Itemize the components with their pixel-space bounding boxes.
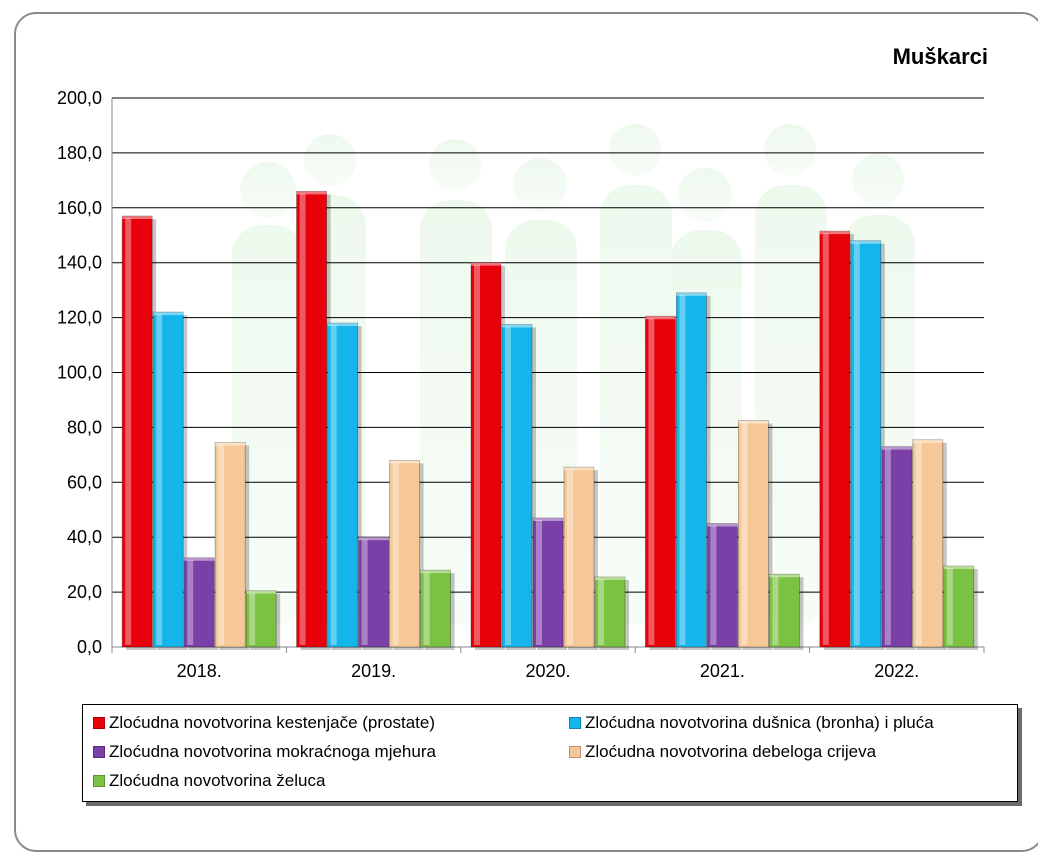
legend-label-bladder: Zloćudna novotvorina mokraćnoga mjehura — [109, 742, 436, 761]
bar — [420, 569, 455, 650]
bar — [881, 446, 916, 650]
y-tick-label: 60,0 — [67, 472, 102, 492]
y-tick-label: 140,0 — [57, 253, 102, 273]
bar — [183, 557, 219, 650]
bar-chart: 0,0 20,0 40,0 60,0 80,0 100,0 120,0 140,0 160,0 1… — [57, 88, 985, 681]
bar — [594, 576, 629, 650]
legend-label-colon: Zloćudna novotvorina debeloga crijeva — [585, 742, 877, 761]
legend-item-stomach: Zloćudna novotvorina želuca — [93, 771, 325, 791]
bar — [501, 324, 536, 650]
bar — [245, 590, 281, 650]
bar — [738, 420, 773, 650]
bar — [327, 322, 362, 650]
bar — [358, 536, 393, 650]
legend-item-prostate: Zloćudna novotvorina kestenjače (prostat… — [93, 713, 435, 733]
chart-title: Muškarci — [892, 44, 988, 69]
bar — [819, 230, 854, 650]
bar — [645, 315, 680, 650]
y-tick-label: 100,0 — [57, 363, 102, 383]
bar — [389, 459, 424, 650]
x-tick-label: 2018. — [177, 661, 222, 681]
axes — [111, 98, 985, 653]
legend-label-lung: Zloćudna novotvorina dušnica (bronha) i … — [585, 713, 934, 732]
x-tick-label: 2021. — [700, 661, 745, 681]
x-tick-label: 2022. — [874, 661, 919, 681]
legend-swatch-prostate — [93, 717, 105, 729]
legend-item-bladder: Zloćudna novotvorina mokraćnoga mjehura — [93, 742, 436, 762]
legend: Zloćudna novotvorina kestenjače (prostat… — [82, 704, 1018, 802]
bar — [296, 190, 331, 650]
bar — [676, 292, 711, 650]
y-tick-label: 20,0 — [67, 582, 102, 602]
x-tick-label: 2020. — [525, 661, 570, 681]
y-tick-label: 80,0 — [67, 417, 102, 437]
bars — [121, 190, 978, 651]
bar — [707, 523, 742, 650]
y-tick-label: 160,0 — [57, 198, 102, 218]
bar — [943, 565, 978, 650]
x-tick-labels: 2018. 2019. 2020. 2021. 2022. — [177, 661, 920, 681]
legend-item-lung: Zloćudna novotvorina dušnica (bronha) i … — [569, 713, 934, 733]
legend-swatch-colon — [569, 746, 581, 758]
y-tick-label: 200,0 — [57, 88, 102, 108]
legend-swatch-lung — [569, 717, 581, 729]
bar — [152, 311, 188, 650]
legend-item-colon: Zloćudna novotvorina debeloga crijeva — [569, 742, 876, 762]
bar — [769, 573, 804, 650]
y-tick-label: 0,0 — [77, 637, 102, 657]
x-tick-label: 2019. — [351, 661, 396, 681]
legend-swatch-stomach — [93, 775, 105, 787]
bar — [912, 439, 947, 650]
legend-label-stomach: Zloćudna novotvorina želuca — [109, 771, 326, 790]
bar — [563, 466, 598, 650]
legend-label-prostate: Zloćudna novotvorina kestenjače (prostat… — [109, 713, 436, 732]
bar — [214, 442, 250, 650]
bar — [121, 215, 157, 650]
bar — [532, 517, 567, 650]
legend-swatch-bladder — [93, 746, 105, 758]
bar — [850, 240, 885, 651]
y-tick-label: 40,0 — [67, 527, 102, 547]
y-tick-label: 120,0 — [57, 308, 102, 328]
y-tick-labels: 0,0 20,0 40,0 60,0 80,0 100,0 120,0 140,0 160,0 1… — [57, 88, 102, 657]
y-tick-label: 180,0 — [57, 143, 102, 163]
bar — [470, 262, 505, 650]
